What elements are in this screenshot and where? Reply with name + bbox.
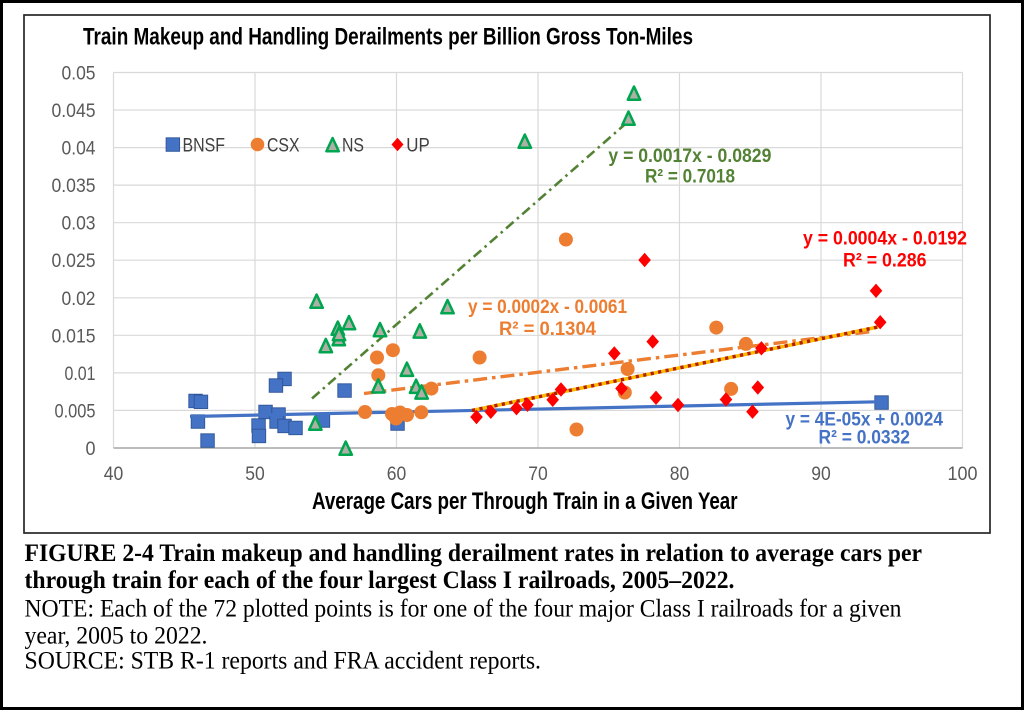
svg-text:50: 50 [245, 464, 265, 485]
svg-text:0.03: 0.03 [62, 214, 96, 235]
svg-text:SOURCE: STB R-1 reports and FR: SOURCE: STB R-1 reports and FRA accident… [25, 648, 542, 675]
svg-text:FIGURE 2-4 Train makeup and ha: FIGURE 2-4 Train makeup and handling der… [25, 540, 923, 567]
svg-text:0.005: 0.005 [55, 401, 96, 422]
svg-text:NS: NS [342, 135, 364, 157]
svg-text:NOTE: Each of the 72 plotted p: NOTE: Each of the 72 plotted points is f… [25, 596, 902, 623]
svg-text:0.04: 0.04 [62, 139, 96, 160]
svg-text:y = 0.0017x - 0.0829: y = 0.0017x - 0.0829 [608, 146, 771, 167]
svg-text:0.05: 0.05 [62, 64, 96, 85]
svg-text:0.01: 0.01 [65, 364, 96, 385]
svg-text:0.02: 0.02 [62, 289, 96, 310]
svg-text:80: 80 [670, 464, 690, 485]
svg-text:y = 4E-05x + 0.0024: y = 4E-05x + 0.0024 [786, 409, 944, 430]
svg-text:through train for each of the: through train for each of the four large… [25, 567, 735, 594]
svg-text:R² = 0.1304: R² = 0.1304 [499, 319, 596, 340]
svg-text:40: 40 [104, 464, 124, 485]
svg-text:UP: UP [406, 135, 430, 157]
svg-text:y = 0.0002x - 0.0061: y = 0.0002x - 0.0061 [468, 297, 627, 318]
svg-text:year, 2005 to 2022.: year, 2005 to 2022. [25, 623, 208, 650]
svg-text:100: 100 [948, 464, 978, 485]
svg-text:0.045: 0.045 [52, 101, 96, 122]
svg-text:CSX: CSX [267, 135, 300, 157]
svg-text:0: 0 [86, 439, 96, 460]
svg-text:60: 60 [387, 464, 407, 485]
svg-text:R² = 0.0332: R² = 0.0332 [819, 428, 911, 449]
svg-text:R² = 0.286: R² = 0.286 [843, 250, 927, 271]
svg-text:Train Makeup and Handling Dera: Train Makeup and Handling Derailments pe… [83, 24, 693, 51]
svg-text:y = 0.0004x - 0.0192: y = 0.0004x - 0.0192 [803, 229, 967, 250]
svg-text:BNSF: BNSF [183, 135, 226, 157]
svg-text:90: 90 [811, 464, 831, 485]
svg-text:70: 70 [528, 464, 548, 485]
svg-text:R² = 0.7018: R² = 0.7018 [645, 167, 735, 188]
svg-text:0.025: 0.025 [52, 251, 96, 272]
svg-text:Average Cars per Through Train: Average Cars per Through Train in a Give… [312, 488, 738, 515]
svg-text:0.035: 0.035 [52, 176, 96, 197]
svg-text:0.015: 0.015 [52, 326, 96, 347]
